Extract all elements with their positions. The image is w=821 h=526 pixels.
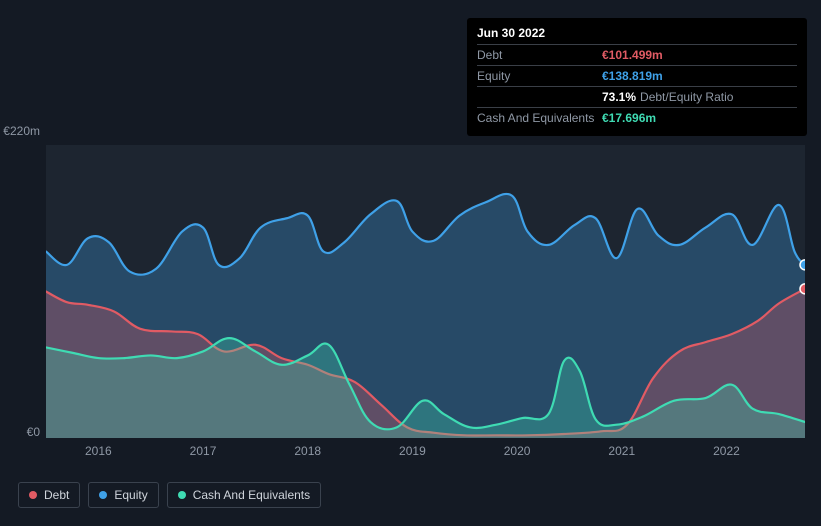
y-tick-min: €0 [27,425,40,439]
y-tick-max: €220m [3,124,40,138]
tooltip-row-debt: Debt €101.499m [477,44,797,65]
legend-item-equity[interactable]: Equity [88,482,158,508]
tooltip-label: Equity [477,69,602,83]
area-chart-svg [46,145,805,438]
legend-dot-icon [178,491,186,499]
x-tick: 2021 [608,444,635,458]
legend-dot-icon [99,491,107,499]
chart-tooltip: Jun 30 2022 Debt €101.499m Equity €138.8… [467,18,807,136]
x-axis: 2016 2017 2018 2019 2020 2021 2022 [46,444,805,460]
tooltip-row-cash: Cash And Equivalents €17.696m [477,107,797,128]
legend-item-cash[interactable]: Cash And Equivalents [167,482,321,508]
legend-label: Debt [44,488,69,502]
legend-label: Cash And Equivalents [193,488,310,502]
tooltip-value: €138.819m [602,69,663,83]
tooltip-ratio-label: Debt/Equity Ratio [640,90,733,104]
x-tick: 2017 [190,444,217,458]
x-tick: 2016 [85,444,112,458]
tooltip-value: €101.499m [602,48,663,62]
x-tick: 2018 [294,444,321,458]
tooltip-row-ratio: 73.1% Debt/Equity Ratio [477,86,797,107]
chart-legend: Debt Equity Cash And Equivalents [18,482,321,508]
x-tick: 2019 [399,444,426,458]
x-tick: 2022 [713,444,740,458]
tooltip-label: Debt [477,48,602,62]
tooltip-value: €17.696m [602,111,656,125]
legend-label: Equity [114,488,147,502]
tooltip-date: Jun 30 2022 [477,26,797,44]
chart-plot-area[interactable] [46,145,805,438]
tooltip-ratio-pct: 73.1% [602,90,636,104]
tooltip-row-equity: Equity €138.819m [477,65,797,86]
tooltip-label: Cash And Equivalents [477,111,602,125]
legend-item-debt[interactable]: Debt [18,482,80,508]
legend-dot-icon [29,491,37,499]
x-tick: 2020 [504,444,531,458]
